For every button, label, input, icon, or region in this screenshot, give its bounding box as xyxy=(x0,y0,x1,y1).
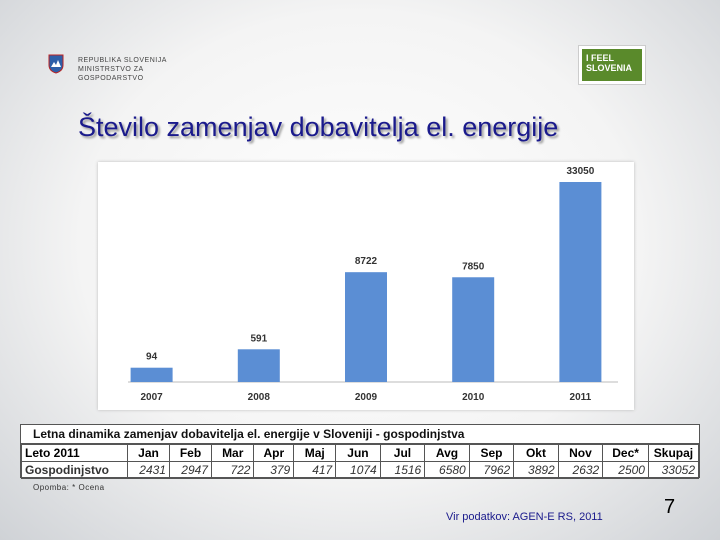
x-tick-label: 2008 xyxy=(248,392,271,403)
page-number: 7 xyxy=(664,496,676,518)
table-cell: Jul xyxy=(379,444,426,462)
table-cell: Nov xyxy=(557,444,604,462)
data-label: 8722 xyxy=(355,256,378,267)
ministry-line: REPUBLIKA SLOVENIJA xyxy=(78,57,167,64)
table-cell: Sep xyxy=(468,444,515,462)
i-feel-slovenia-logo: I FEEL SLOVENIA xyxy=(578,45,646,85)
table-cell: Jun xyxy=(335,444,381,462)
x-tick-label: 2010 xyxy=(462,392,485,403)
table-cell: 1516 xyxy=(379,461,426,479)
table-cell: 2632 xyxy=(557,461,604,479)
bar-chart: 94 2007 591 2008 8722 2009 7850 2010 33050 2011 xyxy=(98,162,634,410)
table-cell: Skupaj xyxy=(647,444,700,462)
table-row: Gospodinjstvo 2431 2947 722 379 417 1074 1516 65… xyxy=(21,461,700,479)
table-cell: 379 xyxy=(253,461,295,479)
bar-2008 xyxy=(237,349,280,382)
table-row-label: Gospodinjstvo xyxy=(21,461,128,479)
bar-2010 xyxy=(452,277,495,382)
table-cell: 1074 xyxy=(335,461,381,479)
bar-2007 xyxy=(130,367,173,382)
table-cell: 2431 xyxy=(126,461,170,479)
x-tick-label: 2009 xyxy=(355,392,378,403)
data-label: 94 xyxy=(146,352,158,363)
footnote: Opomba: * Ocena xyxy=(33,483,105,492)
ministry-name: REPUBLIKA SLOVENIJA MINISTRSTVO ZA GOSPO… xyxy=(78,56,167,83)
table-cell: 33052 xyxy=(647,461,700,479)
monthly-table: Letna dinamika zamenjav dobavitelja el. … xyxy=(20,424,700,479)
table-cell: Feb xyxy=(168,444,212,462)
ministry-line: MINISTRSTVO ZA xyxy=(78,66,144,73)
table-cell: Maj xyxy=(293,444,337,462)
table-header-row: Leto 2011 Jan Feb Mar Apr Maj Jun Jul Avg Sep Okt N… xyxy=(21,444,700,462)
table-cell: Okt xyxy=(513,444,559,462)
table-cell: 6580 xyxy=(424,461,470,479)
table-cell: 2500 xyxy=(602,461,649,479)
bar-2009 xyxy=(345,272,387,382)
coat-of-arms-icon xyxy=(48,54,64,74)
data-label: 591 xyxy=(250,333,267,344)
chart-svg: 94 2007 591 2008 8722 2009 7850 2010 33050 2011 xyxy=(128,166,618,403)
logo-line: SLOVENIA xyxy=(586,63,633,73)
table-cell: 2947 xyxy=(168,461,212,479)
x-tick-label: 2007 xyxy=(140,392,163,403)
table-cell: 722 xyxy=(210,461,255,479)
data-source: Vir podatkov: AGEN-E RS, 2011 xyxy=(446,511,603,523)
ministry-line: GOSPODARSTVO xyxy=(78,75,144,82)
table-title: Letna dinamika zamenjav dobavitelja el. … xyxy=(21,425,699,444)
table-cell: Mar xyxy=(210,444,255,462)
bar-2011 xyxy=(559,182,602,382)
logo-line: I FEEL xyxy=(586,53,615,63)
table-cell: Dec* xyxy=(602,444,649,462)
table-cell: 3892 xyxy=(513,461,559,479)
data-label: 33050 xyxy=(566,166,594,177)
data-label: 7850 xyxy=(462,261,485,272)
table-row-label: Leto 2011 xyxy=(21,444,128,462)
table-cell: Jan xyxy=(126,444,170,462)
data-table: Leto 2011 Jan Feb Mar Apr Maj Jun Jul Avg Sep Okt N… xyxy=(21,444,700,479)
table-cell: 417 xyxy=(293,461,337,479)
table-cell: Apr xyxy=(253,444,295,462)
table-cell: 7962 xyxy=(468,461,515,479)
page-title: Število zamenjav dobavitelja el. energij… xyxy=(78,112,559,142)
x-tick-label: 2011 xyxy=(570,392,592,403)
table-cell: Avg xyxy=(424,444,470,462)
